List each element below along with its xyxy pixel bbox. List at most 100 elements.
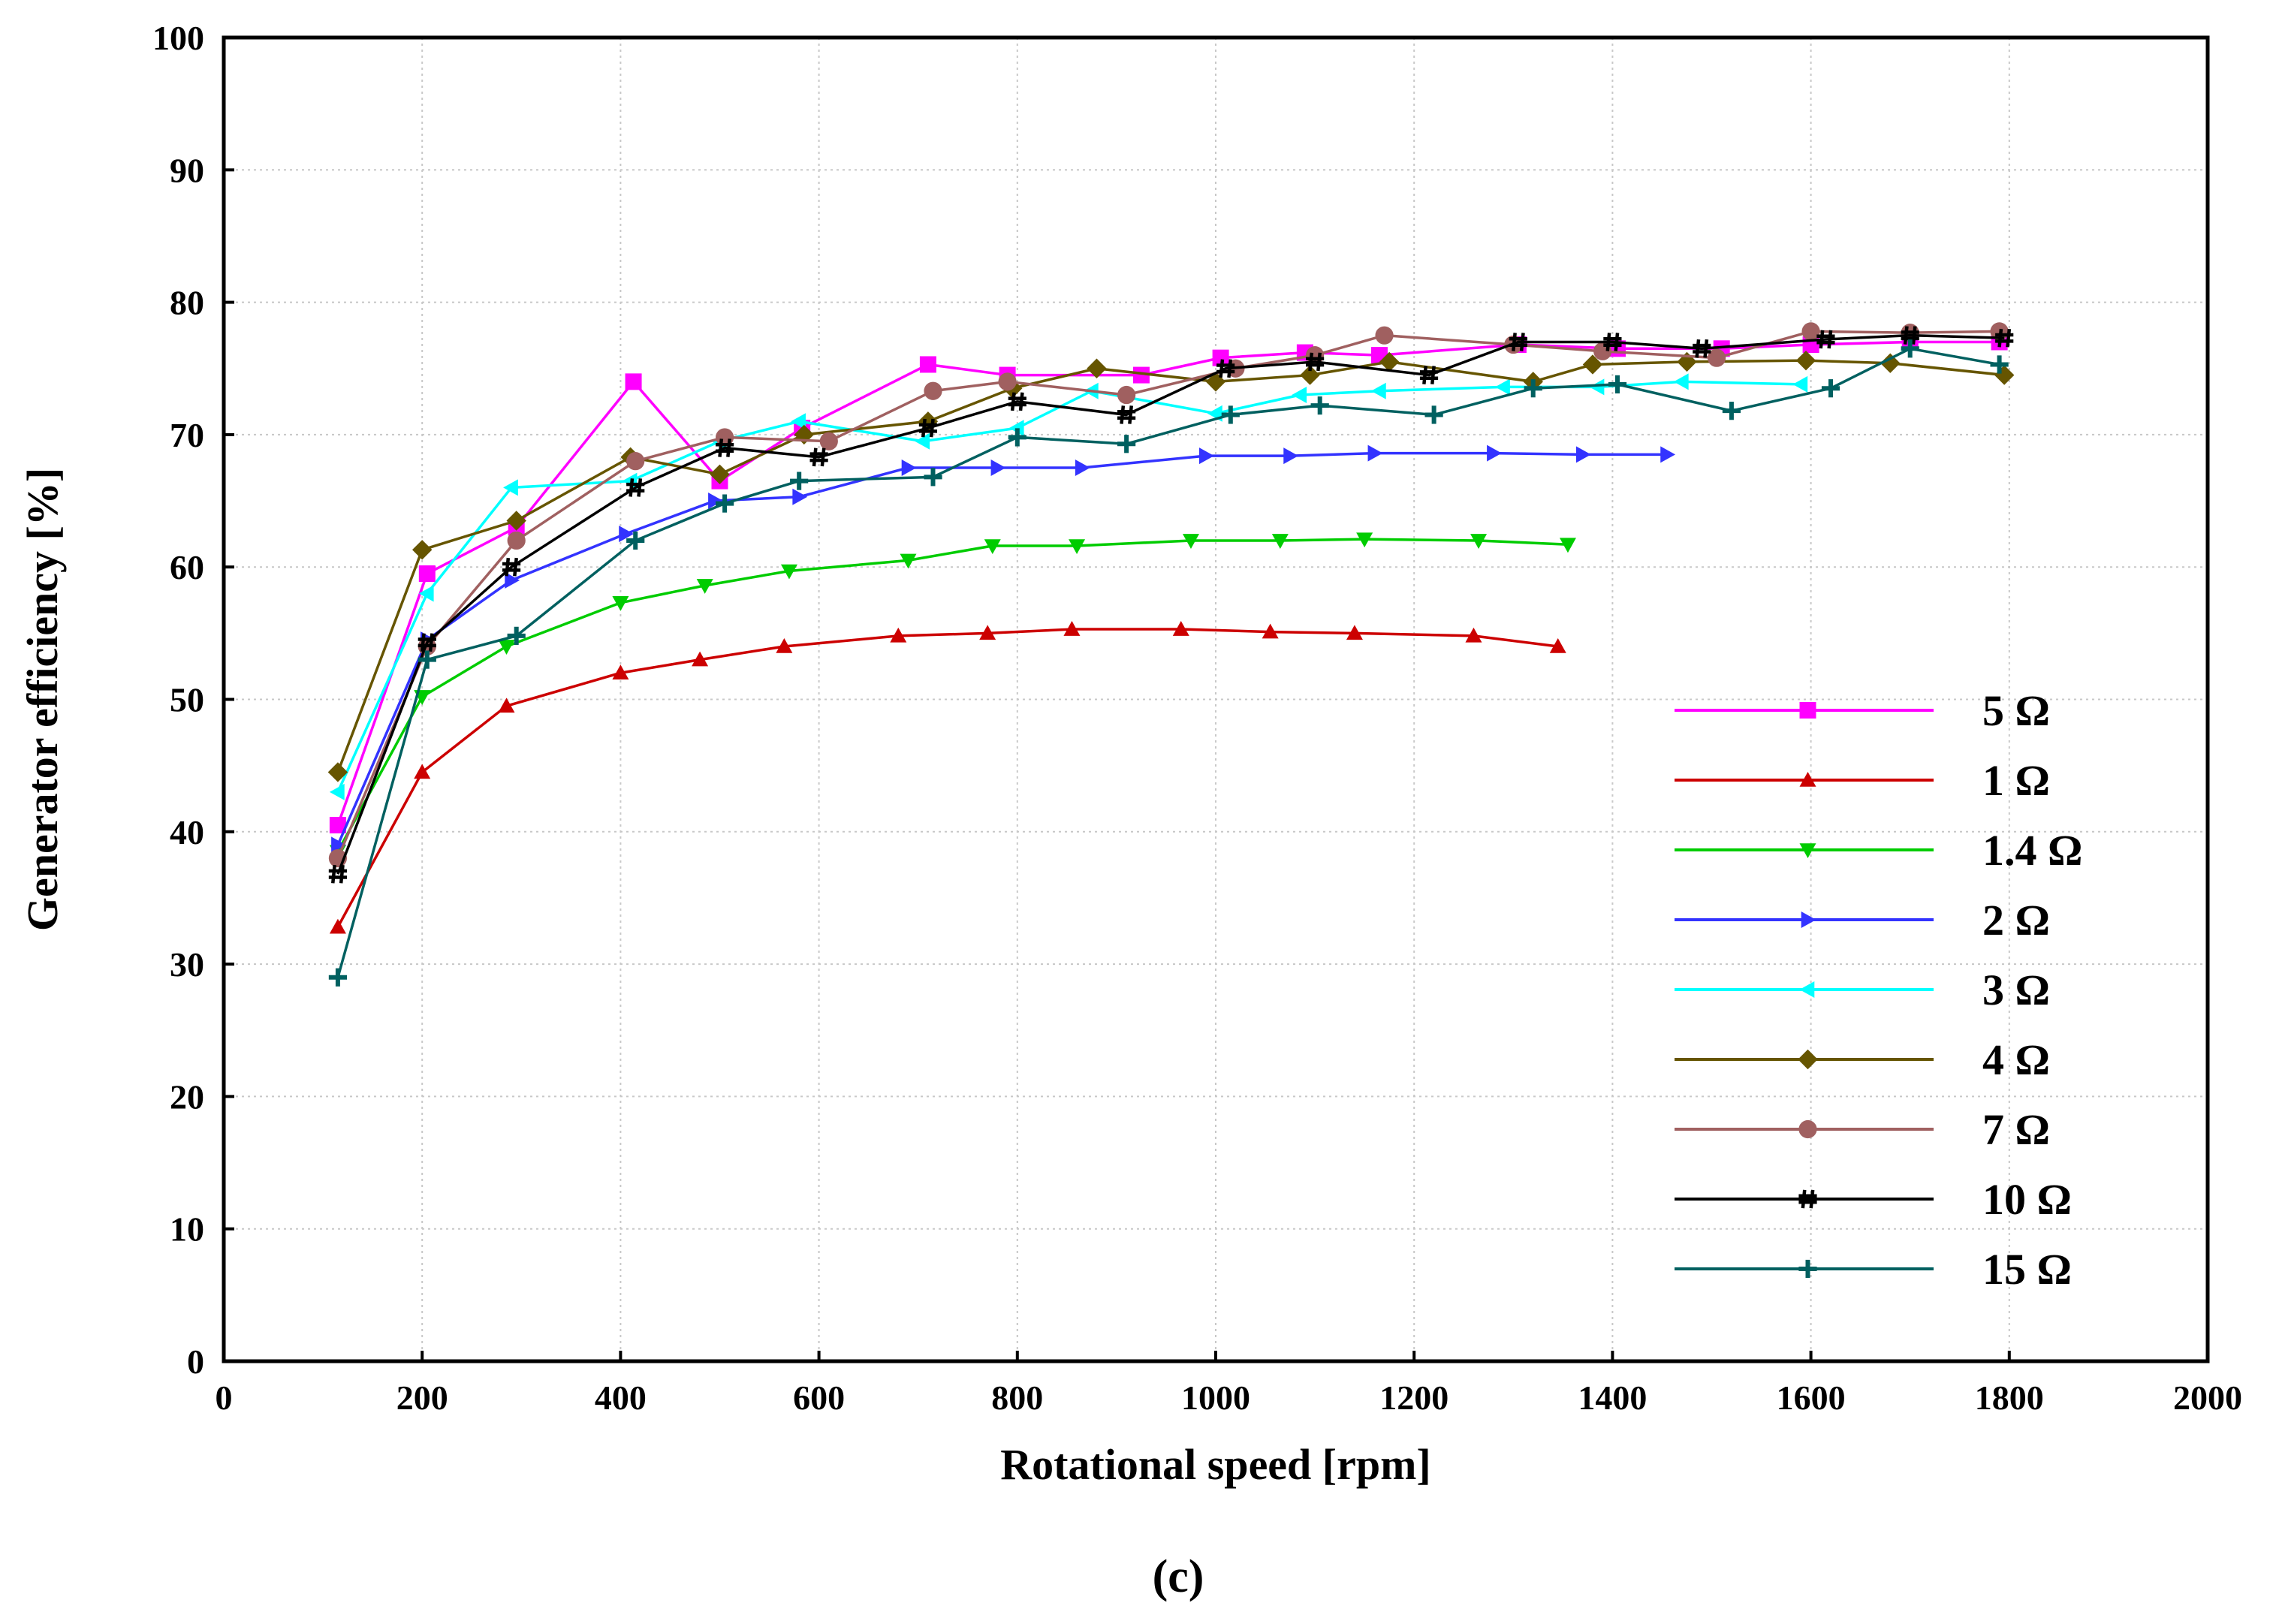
data-point <box>1367 444 1383 462</box>
data-point <box>1292 387 1307 404</box>
data-point <box>792 488 808 505</box>
x-tick-label: 1600 <box>1777 1378 1846 1417</box>
legend: 5 Ω 1 Ω 1.4 Ω 2 Ω 3 Ω 4 Ω 7 Ω 10 Ω 15 Ω <box>1675 686 2082 1294</box>
data-point <box>1559 538 1576 553</box>
legend-entry: 1.4 Ω <box>1675 826 2082 875</box>
data-point <box>625 373 642 390</box>
data-point <box>327 762 348 782</box>
data-point <box>710 464 730 484</box>
y-axis-title: Generator efficiency [%] <box>18 468 67 931</box>
data-point <box>1008 428 1026 447</box>
legend-label: 10 Ω <box>1982 1175 2072 1224</box>
data-point <box>1722 402 1741 420</box>
data-point <box>1821 379 1840 398</box>
legend-label: 2 Ω <box>1982 896 2050 945</box>
data-point <box>708 493 723 510</box>
grid <box>224 38 2208 1361</box>
legend-label: 1.4 Ω <box>1982 826 2082 875</box>
legend-marker <box>1798 1049 1818 1070</box>
series-7 <box>328 326 2014 884</box>
data-point <box>619 526 635 543</box>
legend-entry: 5 Ω <box>1675 686 2050 735</box>
legend-marker <box>1798 1259 1817 1279</box>
data-point <box>1470 534 1488 549</box>
data-point <box>1117 405 1136 424</box>
data-point <box>791 413 806 430</box>
legend-marker <box>1799 981 1815 998</box>
data-point <box>1008 420 1024 437</box>
data-point <box>612 664 629 680</box>
data-point <box>1816 330 1835 349</box>
data-point <box>1795 350 1816 371</box>
series-line <box>336 451 1668 846</box>
data-point <box>505 571 520 589</box>
data-point <box>819 432 838 450</box>
data-point <box>915 432 930 450</box>
y-tick-label: 90 <box>170 151 204 189</box>
data-point <box>498 698 515 713</box>
data-point <box>1880 353 1901 373</box>
series-line <box>336 359 2005 773</box>
series-5 <box>327 350 2015 782</box>
data-point <box>502 557 521 577</box>
x-tick-label: 800 <box>991 1378 1043 1417</box>
data-point <box>1283 447 1299 465</box>
figure-caption: (c) <box>1153 1551 1204 1602</box>
legend-marker <box>1801 911 1816 928</box>
legend-label: 7 Ω <box>1982 1105 2050 1154</box>
data-point <box>1424 405 1443 424</box>
series-line <box>336 330 2000 859</box>
y-tick-label: 10 <box>170 1210 204 1249</box>
data-point <box>919 356 936 373</box>
series-3 <box>331 444 1676 854</box>
data-point <box>780 564 797 580</box>
data-point <box>331 836 346 854</box>
legend-entry: 15 Ω <box>1675 1245 2072 1294</box>
y-tick-label: 50 <box>170 681 204 719</box>
data-point <box>418 650 436 669</box>
data-point <box>418 633 436 652</box>
series-line <box>336 333 2005 875</box>
data-point <box>612 596 629 611</box>
series-line <box>336 628 1558 928</box>
legend-label: 1 Ω <box>1982 756 2050 805</box>
data-point <box>626 452 645 471</box>
data-point <box>890 627 907 643</box>
data-point <box>1465 627 1482 643</box>
y-tick-label: 40 <box>170 813 204 851</box>
data-point <box>1172 621 1189 636</box>
x-tick-label: 1200 <box>1379 1378 1449 1417</box>
data-point <box>1216 359 1235 378</box>
data-point <box>1375 326 1394 345</box>
data-point <box>900 553 917 569</box>
data-point <box>924 381 942 400</box>
data-point <box>1300 365 1320 385</box>
data-point <box>1673 373 1689 390</box>
data-point <box>1008 392 1026 411</box>
data-point <box>1575 446 1591 463</box>
legend-entry: 10 Ω <box>1675 1175 2072 1224</box>
x-axis-title: Rotational speed [rpm] <box>1000 1440 1431 1489</box>
data-point <box>1582 354 1603 375</box>
data-point <box>696 579 713 594</box>
data-point <box>1495 378 1510 396</box>
y-tick-label: 20 <box>170 1077 204 1116</box>
series-4 <box>329 373 1808 800</box>
series-line <box>336 538 1569 853</box>
data-point <box>1379 351 1400 372</box>
data-point <box>1792 375 1808 393</box>
legend-label: 3 Ω <box>1982 966 2050 1014</box>
data-point <box>924 468 942 487</box>
legend-marker <box>1798 1119 1817 1139</box>
data-point <box>414 764 431 779</box>
data-point <box>329 816 346 833</box>
data-point <box>990 459 1006 476</box>
data-point <box>1603 333 1622 351</box>
legend-marker <box>1798 1189 1817 1209</box>
x-tick-label: 2000 <box>2173 1378 2242 1417</box>
x-tick-label: 1000 <box>1181 1378 1250 1417</box>
data-point <box>901 459 917 476</box>
data-point <box>809 447 828 467</box>
